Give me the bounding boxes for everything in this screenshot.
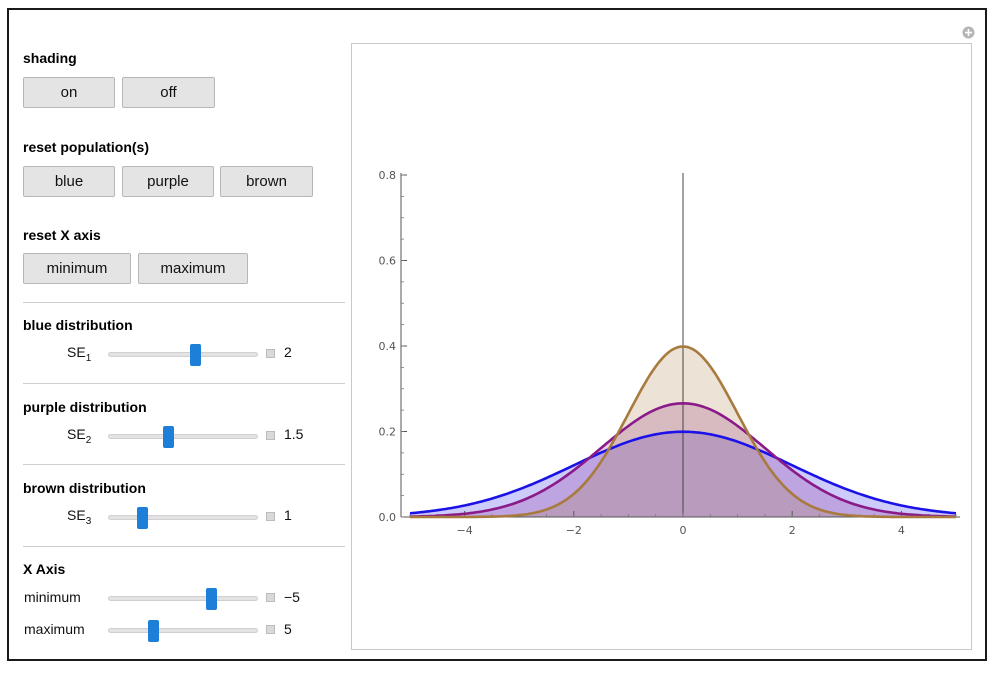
x-tick-label: −4: [456, 524, 472, 537]
reset-minimum-button[interactable]: minimum: [23, 253, 131, 284]
expand-icon[interactable]: [266, 593, 275, 602]
x-tick-label: 0: [680, 524, 687, 537]
x-minimum-slider-thumb[interactable]: [206, 588, 218, 610]
x-tick-label: 2: [789, 524, 796, 537]
se1-label: SE1: [67, 344, 92, 364]
divider: [23, 383, 345, 384]
shading-label: shading: [23, 50, 77, 66]
reset-maximum-button[interactable]: maximum: [138, 253, 248, 284]
x-maximum-slider-thumb[interactable]: [148, 620, 160, 642]
se3-label: SE3: [67, 507, 92, 527]
x-maximum-slider[interactable]: [108, 620, 258, 642]
plus-icon[interactable]: [962, 26, 975, 39]
blue-se-slider[interactable]: [108, 344, 258, 366]
expand-icon[interactable]: [266, 625, 275, 634]
shading-on-button[interactable]: on: [23, 77, 115, 108]
x-minimum-value: −5: [284, 589, 300, 605]
x-minimum-slider[interactable]: [108, 588, 258, 610]
brown-distribution-label: brown distribution: [23, 480, 146, 496]
reset-x-axis-label: reset X axis: [23, 227, 101, 243]
divider: [23, 546, 345, 547]
reset-brown-button[interactable]: brown: [220, 166, 313, 197]
x-minimum-label: minimum: [24, 589, 81, 605]
purple-se-slider[interactable]: [108, 426, 258, 448]
series-line: [409, 402, 957, 518]
brown-se-value: 1: [284, 507, 292, 523]
control-panel: shading on off reset population(s) blue …: [23, 10, 355, 650]
brown-se-slider[interactable]: [108, 507, 258, 529]
purple-se-value: 1.5: [284, 426, 304, 442]
y-tick-label: 0.2: [379, 426, 397, 439]
x-tick-label: −2: [566, 524, 582, 537]
reset-blue-button[interactable]: blue: [23, 166, 115, 197]
expand-icon[interactable]: [266, 349, 275, 358]
x-maximum-value: 5: [284, 621, 292, 637]
plot-area: 0.0 0.2 0.4 0.6 0.8 −4 −2 0 2 4: [351, 43, 972, 650]
distribution-chart: 0.0 0.2 0.4 0.6 0.8 −4 −2 0 2 4: [379, 169, 960, 537]
y-tick-label: 0.6: [379, 255, 397, 268]
brown-se-slider-thumb[interactable]: [136, 507, 148, 529]
expand-icon[interactable]: [266, 431, 275, 440]
blue-se-value: 2: [284, 344, 292, 360]
blue-distribution-label: blue distribution: [23, 317, 133, 333]
divider: [23, 302, 345, 303]
y-tick-label: 0.8: [379, 169, 397, 182]
expand-icon[interactable]: [266, 512, 275, 521]
reset-population-label: reset population(s): [23, 139, 150, 155]
shading-off-button[interactable]: off: [122, 77, 215, 108]
y-tick-label: 0.0: [379, 511, 397, 524]
blue-se-slider-thumb[interactable]: [189, 344, 201, 366]
y-tick-label: 0.4: [379, 340, 397, 353]
reset-purple-button[interactable]: purple: [122, 166, 214, 197]
series-line: [410, 345, 956, 519]
se2-label: SE2: [67, 426, 92, 446]
purple-se-slider-thumb[interactable]: [163, 426, 175, 448]
purple-distribution-label: purple distribution: [23, 399, 147, 415]
app-frame: shading on off reset population(s) blue …: [7, 8, 987, 661]
x-tick-label: 4: [898, 524, 905, 537]
series-line: [409, 430, 957, 515]
x-axis-label: X Axis: [23, 561, 66, 577]
x-maximum-label: maximum: [24, 621, 85, 637]
divider: [23, 464, 345, 465]
